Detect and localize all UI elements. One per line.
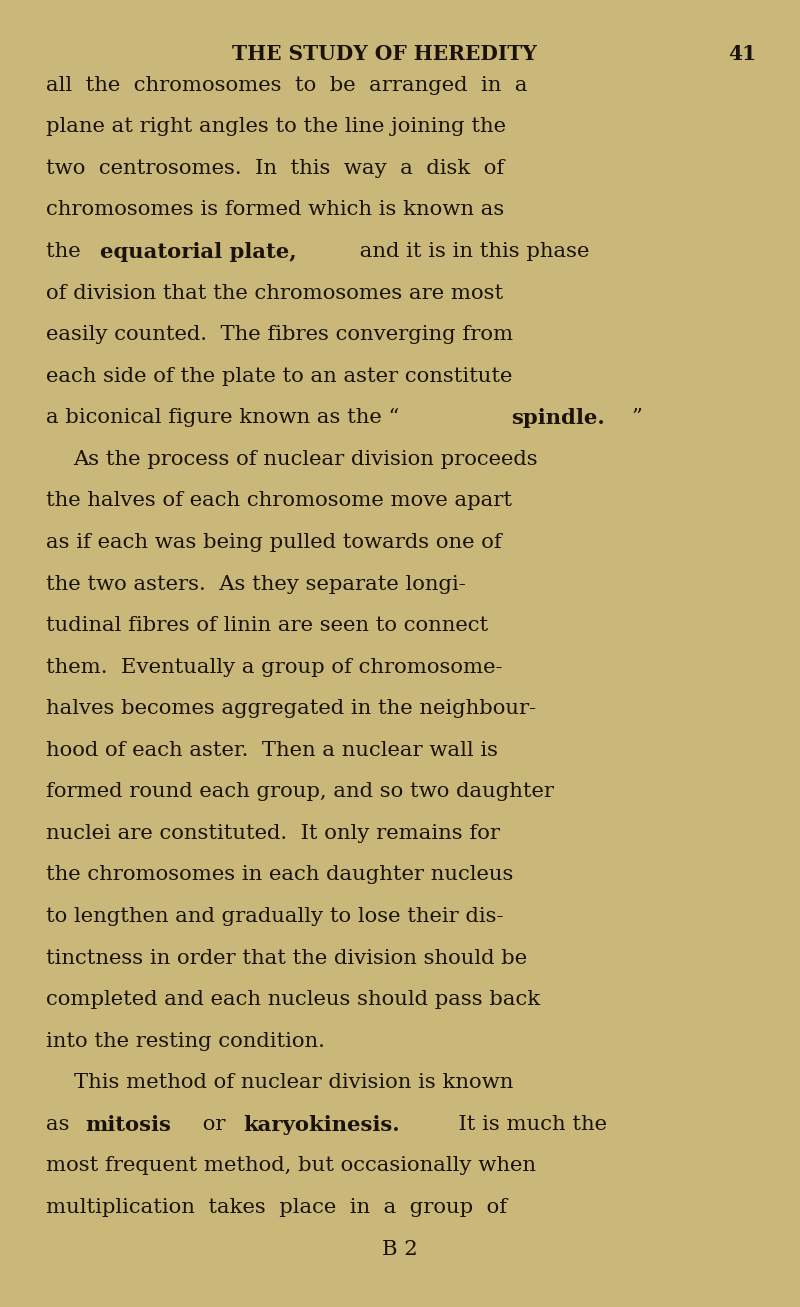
Text: As the process of nuclear division proceeds: As the process of nuclear division proce… <box>74 450 538 469</box>
Text: as: as <box>46 1115 77 1134</box>
Text: the: the <box>46 242 88 261</box>
Text: mitosis: mitosis <box>86 1115 171 1134</box>
Text: as if each was being pulled towards one of: as if each was being pulled towards one … <box>46 533 502 552</box>
Text: nuclei are constituted.  It only remains for: nuclei are constituted. It only remains … <box>46 823 501 843</box>
Text: multiplication  takes  place  in  a  group  of: multiplication takes place in a group of <box>46 1199 507 1217</box>
Text: This method of nuclear division is known: This method of nuclear division is known <box>74 1073 513 1093</box>
Text: plane at right angles to the line joining the: plane at right angles to the line joinin… <box>46 118 506 136</box>
Text: of division that the chromosomes are most: of division that the chromosomes are mos… <box>46 284 503 303</box>
Text: equatorial plate,: equatorial plate, <box>100 242 297 263</box>
Text: spindle.: spindle. <box>511 408 605 429</box>
Text: karyokinesis.: karyokinesis. <box>243 1115 400 1134</box>
Text: tudinal fibres of linin are seen to connect: tudinal fibres of linin are seen to conn… <box>46 616 489 635</box>
Text: halves becomes aggregated in the neighbour-: halves becomes aggregated in the neighbo… <box>46 699 537 719</box>
Text: the two asters.  As they separate longi-: the two asters. As they separate longi- <box>46 575 466 593</box>
Text: 41: 41 <box>728 44 756 64</box>
Text: B 2: B 2 <box>382 1239 418 1259</box>
Text: all  the  chromosomes  to  be  arranged  in  a: all the chromosomes to be arranged in a <box>46 76 528 95</box>
Text: It is much the: It is much the <box>445 1115 607 1134</box>
Text: the halves of each chromosome move apart: the halves of each chromosome move apart <box>46 491 512 511</box>
Text: completed and each nucleus should pass back: completed and each nucleus should pass b… <box>46 991 541 1009</box>
Text: formed round each group, and so two daughter: formed round each group, and so two daug… <box>46 783 554 801</box>
Text: each side of the plate to an aster constitute: each side of the plate to an aster const… <box>46 367 513 386</box>
Text: to lengthen and gradually to lose their dis-: to lengthen and gradually to lose their … <box>46 907 504 927</box>
Text: the chromosomes in each daughter nucleus: the chromosomes in each daughter nucleus <box>46 865 514 885</box>
Text: easily counted.  The fibres converging from: easily counted. The fibres converging fr… <box>46 325 514 344</box>
Text: or: or <box>196 1115 233 1134</box>
Text: two  centrosomes.  In  this  way  a  disk  of: two centrosomes. In this way a disk of <box>46 159 505 178</box>
Text: into the resting condition.: into the resting condition. <box>46 1031 326 1051</box>
Text: them.  Eventually a group of chromosome-: them. Eventually a group of chromosome- <box>46 657 503 677</box>
Text: most frequent method, but occasionally when: most frequent method, but occasionally w… <box>46 1157 536 1175</box>
Text: THE STUDY OF HEREDITY: THE STUDY OF HEREDITY <box>231 44 537 64</box>
Text: a biconical figure known as the “: a biconical figure known as the “ <box>46 408 406 427</box>
Text: ”: ” <box>632 408 642 427</box>
Text: tinctness in order that the division should be: tinctness in order that the division sho… <box>46 949 527 967</box>
Text: and it is in this phase: and it is in this phase <box>354 242 590 261</box>
Text: hood of each aster.  Then a nuclear wall is: hood of each aster. Then a nuclear wall … <box>46 741 498 759</box>
Text: chromosomes is formed which is known as: chromosomes is formed which is known as <box>46 200 505 220</box>
